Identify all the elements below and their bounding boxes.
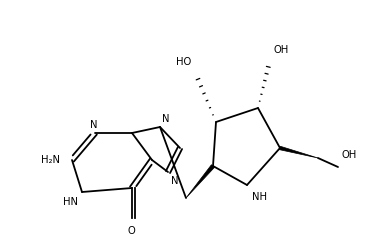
Polygon shape [280,146,318,158]
Text: H₂N: H₂N [41,155,60,165]
Text: N: N [171,176,178,186]
Text: HO: HO [176,57,191,67]
Text: N: N [162,114,170,124]
Text: OH: OH [273,45,288,55]
Text: OH: OH [341,150,356,160]
Polygon shape [186,165,215,198]
Text: O: O [127,226,135,236]
Text: HN: HN [63,197,78,207]
Text: N: N [90,120,98,130]
Text: NH: NH [252,192,267,202]
